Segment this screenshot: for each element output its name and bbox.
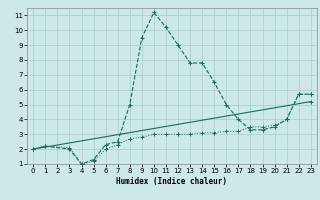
X-axis label: Humidex (Indice chaleur): Humidex (Indice chaleur) <box>116 177 228 186</box>
